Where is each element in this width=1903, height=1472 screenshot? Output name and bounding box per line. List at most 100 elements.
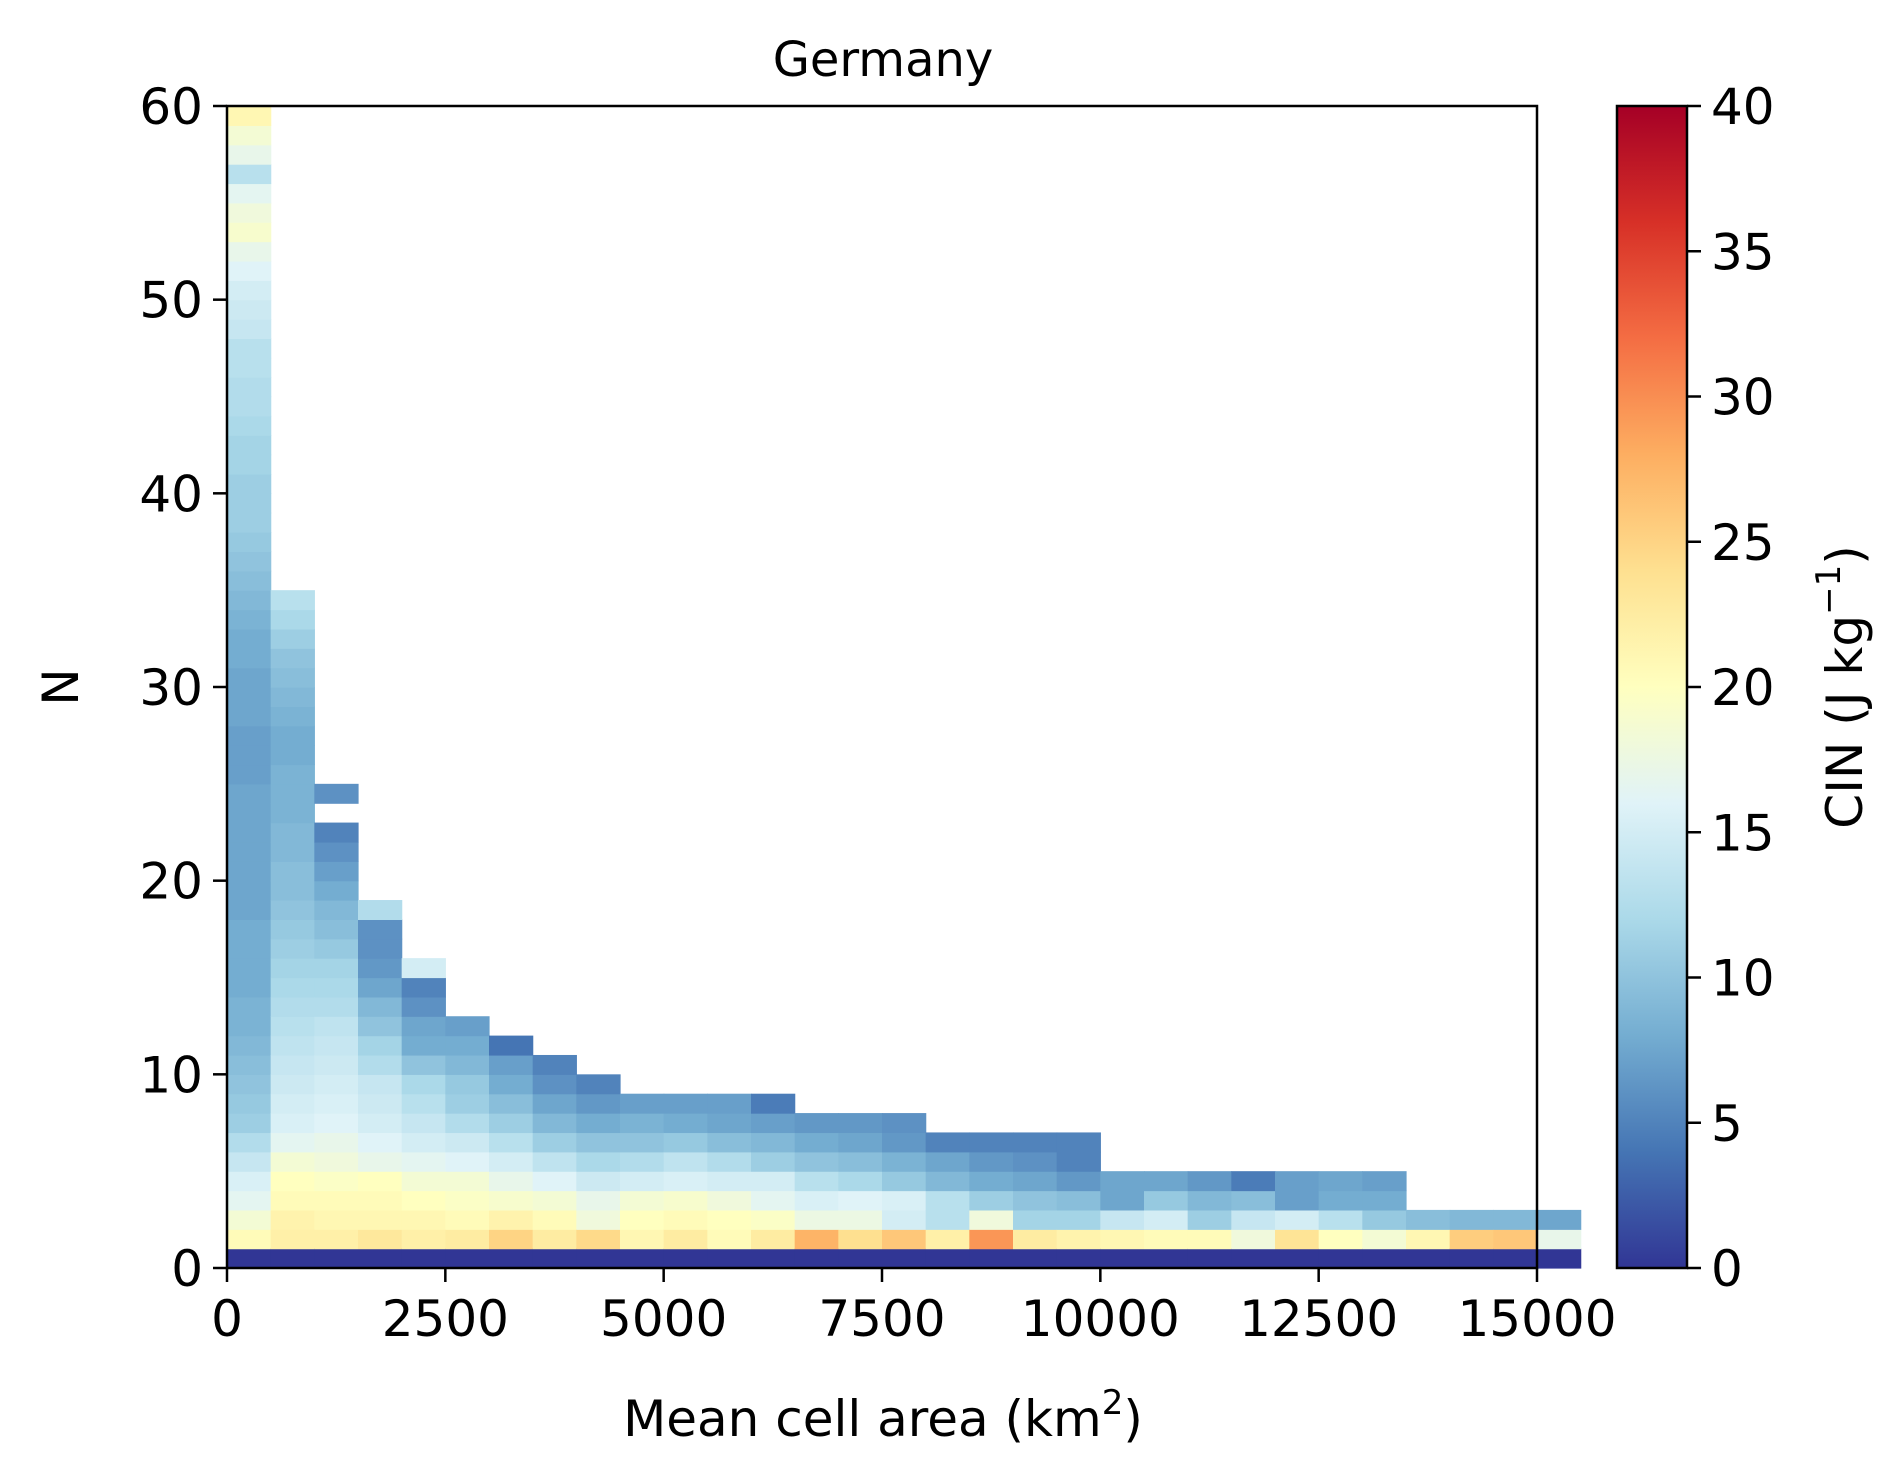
heatmap-cell	[532, 1074, 577, 1095]
heatmap-cell	[227, 512, 272, 533]
heatmap-cell	[1056, 1171, 1101, 1192]
heatmap-cell	[1013, 1151, 1058, 1172]
heatmap-cell	[227, 1229, 272, 1250]
heatmap-cell	[270, 1132, 315, 1153]
heatmap-cell	[1449, 1248, 1494, 1269]
heatmap-cell	[1144, 1209, 1189, 1230]
heatmap-cell	[1275, 1209, 1320, 1230]
heatmap-cell	[401, 1035, 446, 1056]
heatmap-cell	[1100, 1171, 1145, 1192]
heatmap-cell	[489, 1054, 534, 1075]
heatmap-cell	[576, 1093, 621, 1114]
heatmap-cell	[1318, 1248, 1363, 1269]
heatmap-cell	[358, 1229, 403, 1250]
heatmap-cell	[270, 1074, 315, 1095]
heatmap-cell	[227, 280, 272, 301]
heatmap-cell	[969, 1171, 1014, 1192]
heatmap-cell	[1362, 1171, 1407, 1192]
heatmap-cell	[227, 667, 272, 688]
heatmap-cell	[1362, 1248, 1407, 1269]
heatmap-cell	[401, 1209, 446, 1230]
heatmap-cell	[227, 919, 272, 940]
heatmap-cell	[1275, 1190, 1320, 1211]
heatmap-cell	[576, 1132, 621, 1153]
heatmap-cell	[794, 1209, 839, 1230]
y-axis-title: N	[32, 668, 90, 705]
heatmap-cell	[1144, 1229, 1189, 1250]
heatmap-cell	[838, 1151, 883, 1172]
heatmap-cell	[227, 1190, 272, 1211]
heatmap-cell	[227, 648, 272, 669]
heatmap-cell	[314, 1171, 359, 1192]
heatmap-cell	[227, 493, 272, 514]
heatmap-cell	[270, 919, 315, 940]
heatmap-cell	[882, 1209, 927, 1230]
heatmap-cell	[314, 1190, 359, 1211]
heatmap-cell	[227, 609, 272, 630]
x-tick-label: 5000	[600, 1290, 727, 1348]
heatmap-cell	[314, 861, 359, 882]
x-axis: 0 2500 5000 7500 10000 12500 15000	[211, 1268, 1617, 1348]
heatmap-cell	[794, 1190, 839, 1211]
heatmap-cell	[358, 1054, 403, 1075]
heatmap-cell	[1537, 1248, 1582, 1269]
heatmap-cell	[751, 1229, 796, 1250]
heatmap-cell	[227, 396, 272, 417]
heatmap-cell	[401, 1074, 446, 1095]
heatmap-cell	[227, 861, 272, 882]
heatmap-cell	[227, 435, 272, 456]
heatmap-cell	[401, 1248, 446, 1269]
heatmap-cell	[1056, 1248, 1101, 1269]
heatmap-cell	[1318, 1171, 1363, 1192]
heatmap-cell	[358, 1171, 403, 1192]
heatmap-cell	[227, 1209, 272, 1230]
heatmap-cell	[314, 996, 359, 1017]
heatmap-cell	[445, 1151, 490, 1172]
heatmap-cell	[314, 1151, 359, 1172]
heatmap-cell	[838, 1248, 883, 1269]
heatmap-cell	[270, 822, 315, 843]
heatmap-cell	[445, 1132, 490, 1153]
heatmap-cell	[270, 667, 315, 688]
heatmap-cell	[270, 1190, 315, 1211]
heatmap-cell	[925, 1190, 970, 1211]
heatmap-cell	[1406, 1209, 1451, 1230]
heatmap-cell	[227, 1054, 272, 1075]
heatmap-cell	[358, 1190, 403, 1211]
heatmap-cell	[270, 958, 315, 979]
heatmap-cell	[663, 1190, 708, 1211]
heatmap-cell	[270, 1229, 315, 1250]
heatmap-cell	[270, 977, 315, 998]
heatmap-cell	[1493, 1229, 1538, 1250]
heatmap-cell	[314, 938, 359, 959]
heatmap-cell	[1362, 1209, 1407, 1230]
heatmap-cell	[532, 1054, 577, 1075]
heatmap-cell	[445, 1229, 490, 1250]
heatmap-cell	[969, 1229, 1014, 1250]
heatmap-cell	[620, 1229, 665, 1250]
x-tick-label: 10000	[1021, 1290, 1180, 1348]
heatmap-cell	[663, 1093, 708, 1114]
heatmap-cell	[1187, 1171, 1232, 1192]
y-tick-label: 0	[171, 1240, 203, 1298]
y-axis: 0 10 20 30 40 50 60	[139, 78, 227, 1298]
heatmap-cell	[969, 1190, 1014, 1211]
heatmap-cell	[882, 1190, 927, 1211]
heatmap-cell	[227, 164, 272, 185]
heatmap-cell	[620, 1093, 665, 1114]
heatmap-cell	[838, 1113, 883, 1134]
heatmap-cell	[314, 783, 359, 804]
heatmap-cell	[925, 1209, 970, 1230]
heatmap-cell	[401, 1190, 446, 1211]
heatmap-cell	[1318, 1190, 1363, 1211]
heatmap-cell	[489, 1229, 534, 1250]
heatmap-cell	[751, 1132, 796, 1153]
heatmap-cell	[270, 628, 315, 649]
y-tick-label: 50	[139, 272, 203, 330]
heatmap-cell	[969, 1248, 1014, 1269]
heatmap-cell	[489, 1113, 534, 1134]
heatmap-cell	[1231, 1248, 1276, 1269]
x-tick-label: 0	[211, 1290, 243, 1348]
heatmap-cell	[314, 822, 359, 843]
heatmap-cell	[227, 415, 272, 436]
